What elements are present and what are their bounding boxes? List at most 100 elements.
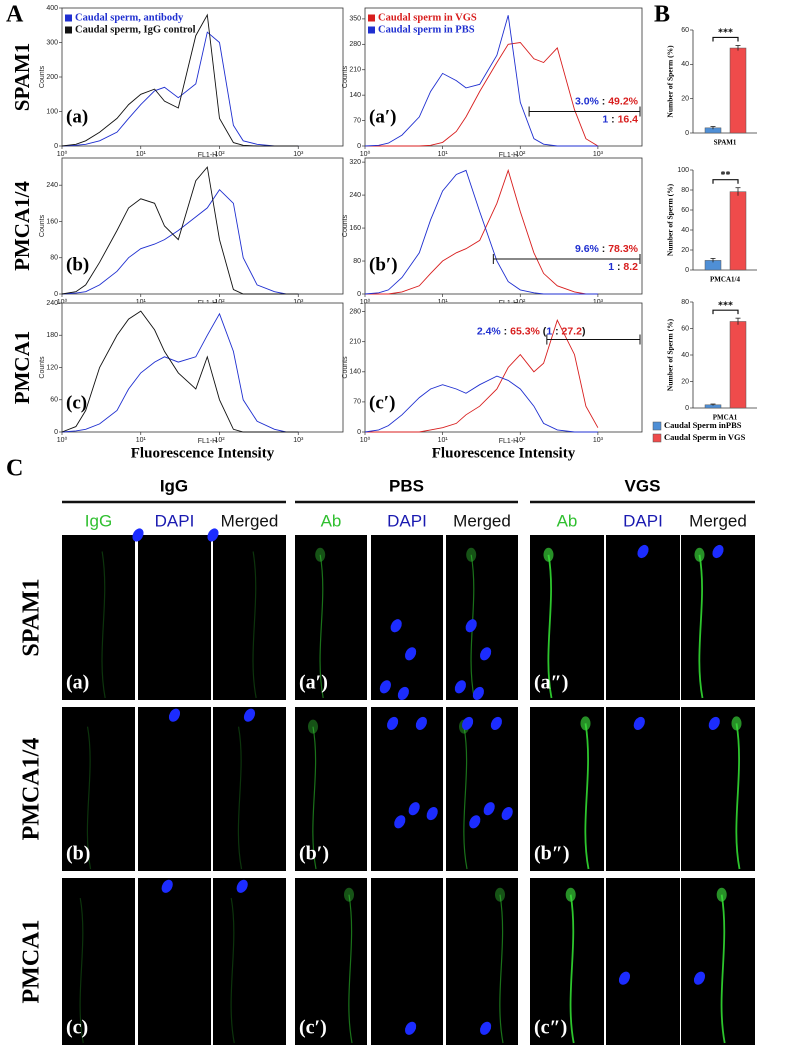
y-tick-label: 140 [349,92,361,99]
histogram-curve [61,310,299,433]
histogram-curve [365,319,599,433]
nucleus [379,680,391,694]
gate-annotation-part: : [599,95,608,107]
y-tick-label: 80 [50,255,58,262]
panel-letter: C [6,456,23,482]
sperm-head [716,887,727,902]
x-tick-label: 10² [214,437,225,444]
x-axis-label: SPAM1 [714,139,737,147]
nucleus [405,1021,417,1035]
y-tick-label: 160 [349,225,361,232]
bar [729,321,747,409]
histogram-curve [364,375,598,433]
subpanel-label: (b) [66,254,89,275]
plot-frame [61,7,344,147]
legend-swatch [368,26,375,34]
gate-annotation-part: 65.3% [510,325,540,337]
sperm-head [308,719,318,734]
row-label: SPAM1 [19,578,45,656]
column-label: Ab [557,511,578,530]
plot-frame [61,302,344,433]
gate-annotation-part: 16.4 [618,113,639,125]
x-tick-label: 10¹ [136,299,147,306]
x-tick-label: 10³ [593,437,604,444]
nucleus [243,708,256,722]
sperm-tail [237,726,243,870]
x-tick-label: 10⁰ [57,436,68,444]
y-axis-label: Counts [39,214,46,237]
nucleus [480,1021,492,1035]
significance-bracket [712,36,739,42]
column-label: DAPI [155,511,195,530]
subpanel-label: (b′) [369,254,398,275]
micrograph [371,878,443,1045]
x-tick-label: 10⁰ [57,150,68,158]
gate-annotation-part: 8.2 [623,261,638,273]
gate-annotation: 9.6% : 78.3% [575,243,639,255]
gate-annotation-part: 49.2% [608,95,638,107]
y-tick-label: 0 [685,130,689,137]
y-tick-label: 0 [54,429,58,436]
micrograph [213,878,286,1045]
x-tick-label: 10³ [293,437,304,444]
plot-frame [61,157,344,295]
sperm-tail [252,551,257,699]
x-axis-label: FL1-H [499,152,518,159]
sperm-tail [230,897,235,1044]
panel-letter: B [654,2,670,28]
histogram-curve [365,42,599,147]
legend-label: Caudal sperm, antibody [75,12,184,23]
sperm-head [694,547,705,562]
nucleus [633,716,645,730]
nucleus [483,802,495,816]
sperm-tail [348,894,353,1044]
y-tick-label: 0 [685,405,689,412]
y-tick-label: 20 [681,247,689,254]
x-tick-label: 10¹ [136,437,147,444]
row-label: SPAM1 [10,43,34,111]
column-label: Merged [453,511,511,530]
micrograph [681,535,755,700]
axis-title: Fluorescence Intensity [432,445,576,461]
nucleus [405,647,417,661]
micrograph [446,535,518,700]
sperm-tail [86,726,92,870]
nucleus [132,528,144,542]
y-tick-label: 0 [357,143,361,150]
micrograph [295,535,367,700]
plot-frame [364,157,643,295]
micrograph [138,878,211,1045]
significance: *** [718,28,733,39]
sperm-head [543,547,554,562]
x-tick-label: 10³ [293,151,304,158]
bar [729,191,747,271]
y-tick-label: 100 [677,167,689,174]
x-tick-label: 10⁰ [360,436,371,444]
histogram-curve [61,312,299,433]
nucleus [712,544,724,559]
micrograph [530,535,604,700]
histogram-curve [61,188,299,295]
gate-annotation-part: : [599,243,608,255]
y-axis-label: Counts [342,214,349,237]
y-tick-label: 180 [46,332,58,339]
gate-annotation: 2.4% : 65.3% (1 : 27.2) [477,325,586,337]
nucleus [236,879,248,893]
nucleus [462,716,474,730]
y-tick-label: 120 [46,364,58,371]
y-tick-label: 400 [46,5,58,12]
nucleus [390,619,402,633]
x-tick-label: 10³ [593,299,604,306]
nucleus [469,815,481,829]
micrograph [138,535,211,700]
micrograph [606,878,680,1045]
legend-swatch [652,421,662,431]
sperm-tail [319,554,324,699]
y-tick-label: 240 [349,192,361,199]
subpanel-label: (c) [66,1017,88,1039]
x-tick-label: 10¹ [438,437,449,444]
micrograph [295,707,367,871]
y-tick-label: 60 [50,397,58,404]
histogram-curve [61,13,299,147]
y-tick-label: 40 [681,61,689,68]
